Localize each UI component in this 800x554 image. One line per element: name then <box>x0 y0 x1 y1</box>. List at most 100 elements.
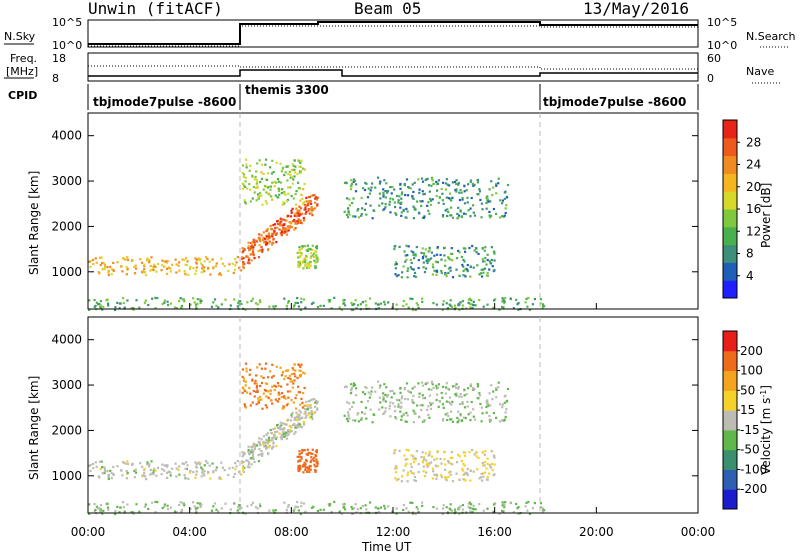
x-tick-label: 00:00 <box>681 525 716 539</box>
velocity-point <box>478 394 482 397</box>
power-point <box>314 261 317 264</box>
power-point <box>223 265 226 268</box>
velocity-point <box>427 463 430 466</box>
power-point <box>422 266 425 269</box>
power-point <box>394 261 398 264</box>
velocity-point <box>466 472 469 475</box>
power-point <box>435 270 439 274</box>
velocity-point <box>359 507 362 510</box>
velocity-point <box>261 407 264 410</box>
power-point <box>349 188 353 191</box>
velocity-point <box>238 503 241 507</box>
power-point <box>220 257 223 260</box>
velocity-point <box>492 390 495 393</box>
velocity-point <box>255 374 258 377</box>
velocity-point <box>405 411 408 415</box>
power-point <box>410 267 414 271</box>
power-point <box>121 270 124 273</box>
velocity-point <box>223 469 226 472</box>
power-point <box>311 244 314 247</box>
power-point <box>382 208 385 212</box>
velocity-point <box>471 448 474 452</box>
velocity-point <box>210 509 213 512</box>
power-point <box>293 175 296 178</box>
velocity-point <box>106 502 109 505</box>
power-point <box>527 296 530 300</box>
velocity-point <box>374 506 377 509</box>
power-point <box>451 216 455 219</box>
velocity-point <box>303 372 306 375</box>
velocity-point <box>314 470 317 474</box>
power-point <box>509 297 512 300</box>
power-point <box>382 191 385 194</box>
power-point <box>163 301 166 304</box>
power-point <box>412 190 415 194</box>
power-point <box>345 213 349 216</box>
power-point <box>399 182 402 186</box>
velocity-point <box>201 468 204 471</box>
velocity-point <box>449 410 453 413</box>
velocity-point <box>260 449 263 453</box>
colorbar-tick-label: 28 <box>746 135 761 149</box>
power-point <box>378 182 381 185</box>
velocity-point <box>455 383 458 386</box>
power-point <box>161 302 164 306</box>
power-point <box>492 207 496 211</box>
power-point <box>477 252 480 256</box>
velocity-point <box>300 426 304 429</box>
velocity-point <box>462 462 465 465</box>
velocity-point <box>202 472 205 475</box>
power-point <box>150 268 153 271</box>
power-point <box>248 257 251 260</box>
power-point <box>441 303 445 306</box>
power-point <box>160 269 163 272</box>
power-point <box>374 302 377 305</box>
velocity-point <box>428 453 431 456</box>
nave-label: Nave <box>746 65 774 78</box>
velocity-point <box>415 449 418 453</box>
power-point <box>287 192 290 195</box>
velocity-point <box>483 453 486 456</box>
power-point <box>395 194 399 198</box>
power-point <box>489 216 492 219</box>
power-point <box>107 269 110 273</box>
power-point <box>361 301 364 304</box>
velocity-point <box>271 447 274 450</box>
velocity-point <box>411 387 414 390</box>
velocity-point <box>271 439 274 442</box>
velocity-point <box>296 376 299 380</box>
power-point <box>313 265 317 268</box>
power-point <box>146 259 149 262</box>
velocity-point <box>469 419 472 422</box>
power-point <box>307 264 310 267</box>
velocity-point <box>253 395 256 398</box>
power-point <box>440 271 443 275</box>
power-point <box>270 227 273 231</box>
velocity-point <box>299 512 302 515</box>
power-point <box>416 200 419 203</box>
power-point <box>495 192 498 195</box>
velocity-point <box>114 510 117 513</box>
velocity-point <box>322 508 325 511</box>
velocity-point <box>425 459 428 462</box>
power-point <box>298 210 301 213</box>
power-point <box>296 296 299 300</box>
velocity-point <box>295 393 298 397</box>
velocity-point <box>459 414 462 417</box>
cpid-label: CPID <box>8 89 37 102</box>
power-point <box>287 229 290 232</box>
power-point <box>371 217 374 220</box>
velocity-point <box>393 449 396 452</box>
velocity-point <box>492 474 495 477</box>
power-point <box>483 249 486 252</box>
velocity-point <box>503 401 506 404</box>
power-point <box>254 239 257 242</box>
velocity-point <box>281 435 284 438</box>
power-point <box>265 191 268 194</box>
power-point <box>410 250 413 253</box>
velocity-point <box>425 382 428 385</box>
power-point <box>197 257 200 260</box>
power-point <box>304 262 307 265</box>
power-point <box>485 207 488 210</box>
velocity-point <box>258 395 262 399</box>
